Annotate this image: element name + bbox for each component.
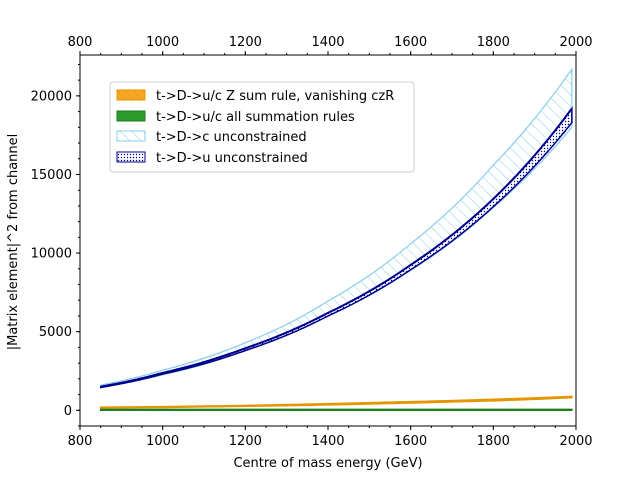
x-tick-label: 1800	[477, 434, 510, 449]
legend-swatch-c-unconstrained	[116, 130, 146, 142]
line-u-upper	[100, 107, 573, 388]
legend: t->D->u/c Z sum rule, vanishing czR t->D…	[109, 81, 415, 173]
legend-swatch-zsum	[116, 89, 146, 101]
x-tick-label: 1400	[311, 434, 344, 449]
top-tick-label: 1200	[229, 35, 262, 50]
series-layer	[99, 67, 573, 412]
legend-label-all-rules: t->D->u/c all summation rules	[156, 110, 355, 125]
x-tick-label: 1600	[394, 434, 427, 449]
band-all-rules	[99, 408, 573, 412]
legend-swatch-all-rules	[116, 110, 146, 122]
ticks-layer: 800 1000 1200 1400 1600 1800 2000 800 1000 1200 14…	[31, 35, 593, 449]
x-tick-label: 1200	[229, 434, 262, 449]
band-zsum	[99, 395, 573, 409]
x-tick-label: 800	[68, 434, 93, 449]
top-tick-label: 1800	[477, 35, 510, 50]
top-tick-label: 1400	[311, 35, 344, 50]
y-tick-label: 20000	[31, 89, 72, 104]
legend-swatch-u-unconstrained	[116, 151, 146, 163]
legend-label-c-unconstrained: t->D->c unconstrained	[156, 130, 307, 145]
legend-frame	[109, 81, 415, 173]
y-tick-label: 5000	[39, 325, 72, 340]
y-tick-label: 0	[64, 404, 72, 419]
top-tick-label: 2000	[559, 35, 592, 50]
y-tick-label: 10000	[31, 247, 72, 262]
y-tick-label: 15000	[31, 168, 72, 183]
x-axis-label: Centre of mass energy (GeV)	[233, 456, 422, 471]
top-tick-label: 1000	[146, 35, 179, 50]
x-tick-label: 2000	[559, 434, 592, 449]
x-tick-label: 1000	[146, 434, 179, 449]
y-axis-label: |Matrix element|^2 from channel	[6, 134, 21, 351]
top-tick-label: 1600	[394, 35, 427, 50]
legend-label-zsum: t->D->u/c Z sum rule, vanishing czR	[156, 89, 394, 104]
top-tick-label: 800	[68, 35, 93, 50]
legend-label-u-unconstrained: t->D->u unconstrained	[156, 151, 308, 166]
